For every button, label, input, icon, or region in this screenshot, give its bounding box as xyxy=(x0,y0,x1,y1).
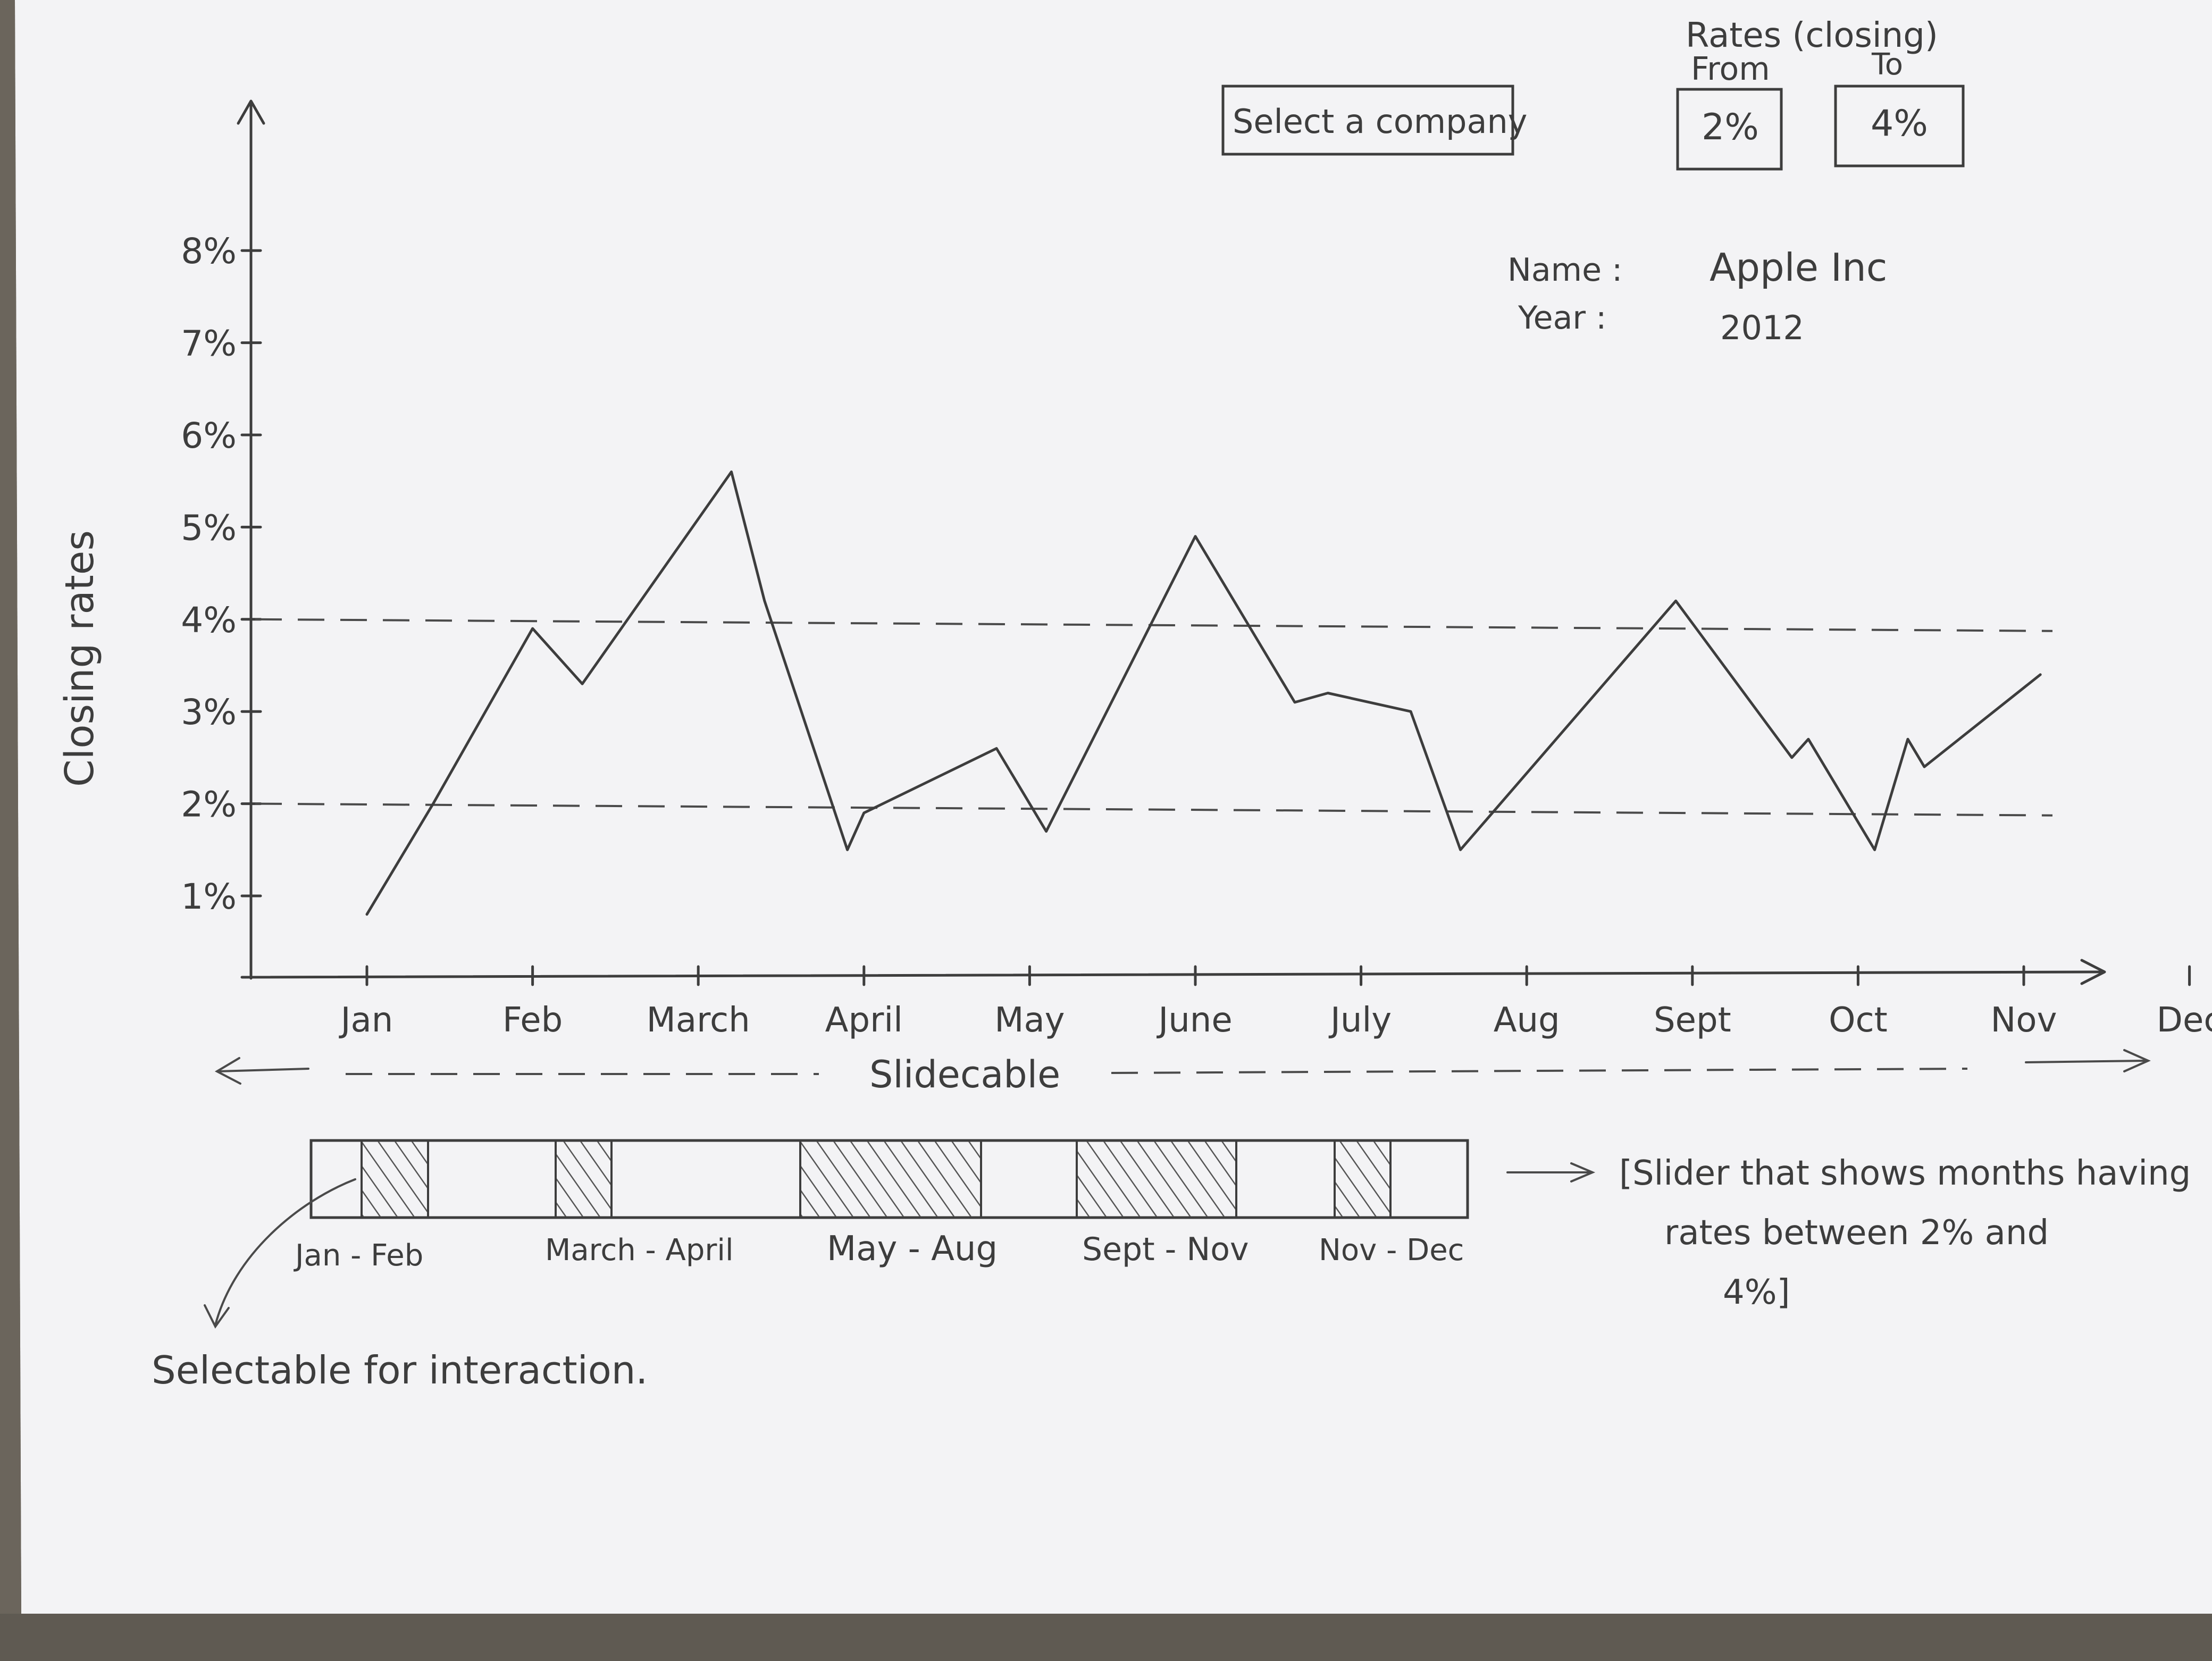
y-tick-label: 3% xyxy=(181,692,237,733)
slide-arrow-right-head xyxy=(2123,1049,2151,1072)
slider-range-label: Jan - Feb xyxy=(294,1238,423,1273)
y-tick-label: 8% xyxy=(181,231,237,272)
y-axis-label: Closing rates xyxy=(57,530,103,787)
y-tick-label: 6% xyxy=(181,415,237,456)
x-tick-label: Jan xyxy=(339,1001,393,1040)
year-label: Year : xyxy=(1518,299,1606,337)
range-caption: Rates (closing) xyxy=(1686,16,1938,55)
x-axis xyxy=(240,970,2102,979)
x-axis-arrow xyxy=(2080,959,2106,985)
slide-arrow-left-shaft xyxy=(217,1068,309,1072)
y-ticks: 1% 2% 3% 4% 5% 6% 7% 8% xyxy=(181,231,262,917)
threshold-line xyxy=(255,802,2053,817)
slider-range-label: March - April xyxy=(545,1233,734,1268)
threshold-line xyxy=(255,618,2053,632)
rate-to-value[interactable]: 4% xyxy=(1871,103,1928,145)
slide-caption: Slidecable xyxy=(869,1053,1060,1096)
rate-to-input[interactable] xyxy=(1834,85,1965,167)
slide-arrow-left-head xyxy=(214,1057,241,1085)
slider-range-label: May - Aug xyxy=(827,1229,998,1269)
slider-range-label: Sept - Nov xyxy=(1082,1231,1249,1268)
x-tick-label: Feb xyxy=(502,1001,563,1040)
x-tick-label: May xyxy=(994,1001,1065,1040)
slide-dash-right xyxy=(1111,1068,1968,1074)
y-tick-label: 7% xyxy=(181,323,237,364)
name-value: Apple Inc xyxy=(1710,245,1887,290)
y-tick-label: 5% xyxy=(181,507,237,548)
slide-arrow-right-shaft xyxy=(2025,1060,2147,1063)
slider-segment-may-aug[interactable] xyxy=(799,1139,982,1219)
rate-from-input[interactable] xyxy=(1676,88,1783,171)
x-tick-label: March xyxy=(647,1001,750,1040)
from-label: From xyxy=(1691,51,1770,88)
y-tick-label: 2% xyxy=(181,784,237,825)
x-tick-label: Nov xyxy=(1991,1001,2057,1040)
x-tick-label: April xyxy=(825,1001,903,1040)
x-tick-label: June xyxy=(1156,1001,1232,1040)
year-value: 2012 xyxy=(1720,308,1804,347)
selectable-arrow-curve xyxy=(214,1178,356,1326)
to-label: To xyxy=(1871,47,1903,82)
y-axis-arrow xyxy=(237,99,265,125)
y-tick-label: 4% xyxy=(181,600,237,641)
y-tick-label: 1% xyxy=(181,876,237,917)
name-label: Name : xyxy=(1507,251,1622,289)
slider-description-line: 4%] xyxy=(1723,1273,1790,1312)
threshold-lines xyxy=(255,618,2053,817)
slider-segment-nov-dec[interactable] xyxy=(1334,1139,1392,1219)
slider-segment-sept-nov[interactable] xyxy=(1076,1139,1237,1219)
slider-range-label: Nov - Dec xyxy=(1319,1233,1464,1268)
paper-shadow xyxy=(0,0,21,1614)
x-tick-label: Aug xyxy=(1494,1001,1560,1040)
company-select-box[interactable] xyxy=(1221,85,1514,156)
slider-description: [Slider that shows months having rates b… xyxy=(1619,1154,2202,1312)
description-arrow-head xyxy=(1570,1162,1596,1182)
slider-description-line: rates between 2% and xyxy=(1664,1213,2049,1253)
x-tick-label: Oct xyxy=(1829,1001,1888,1040)
series-line xyxy=(365,470,2042,916)
company-select-label[interactable]: Select a company xyxy=(1233,102,1527,141)
slider-description-line: [Slider that shows months having xyxy=(1619,1154,2191,1193)
slider-segment-march-april[interactable] xyxy=(555,1139,613,1219)
x-ticks: Jan Feb March April May June July Aug Sept Oct Nov… xyxy=(339,965,2212,1040)
slider-segment-jan-feb[interactable] xyxy=(361,1139,429,1219)
selectable-arrow-head xyxy=(204,1304,230,1329)
x-tick-label: Dec xyxy=(2157,1001,2212,1040)
rate-from-value[interactable]: 2% xyxy=(1702,106,1759,148)
x-tick-label: Sept xyxy=(1654,1001,1731,1040)
x-tick-label: July xyxy=(1328,1001,1392,1040)
selectable-note: Selectable for interaction. xyxy=(152,1348,648,1392)
